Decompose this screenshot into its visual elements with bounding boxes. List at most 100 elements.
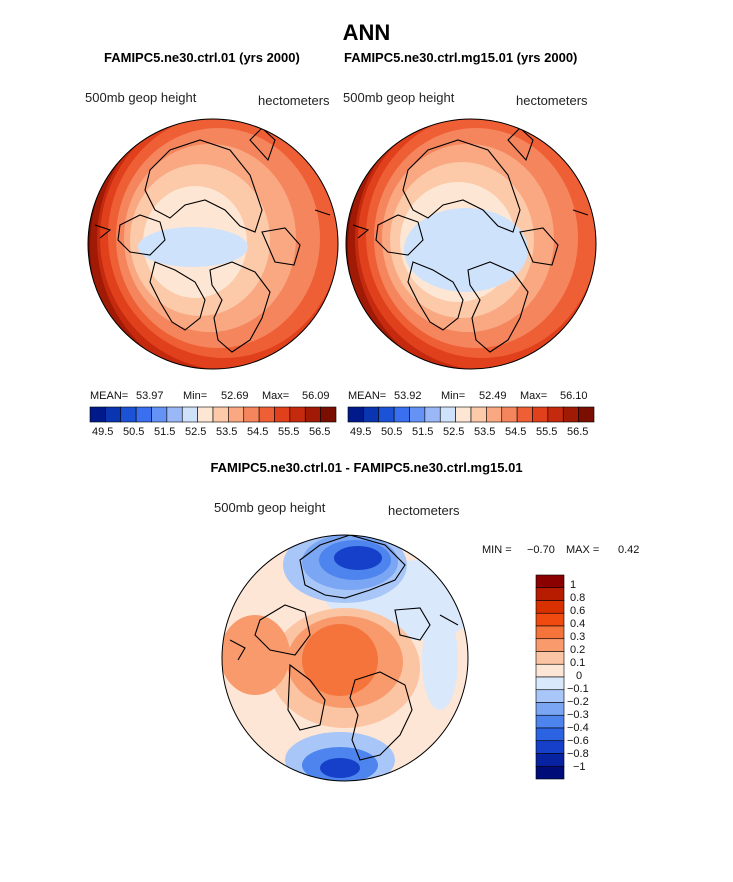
colorbar-swatch <box>120 406 137 423</box>
diff-fill-region <box>334 546 382 570</box>
colorbar-swatch <box>562 406 579 423</box>
diff-max-value: 0.42 <box>618 544 640 556</box>
panel1-min-value: 52.69 <box>221 390 249 402</box>
panel1-coastline <box>94 224 112 239</box>
panel2-coastline <box>467 261 529 353</box>
panel2-max-value: 56.10 <box>560 390 588 402</box>
colorbar-swatch <box>535 676 565 691</box>
colorbar-swatch <box>197 406 214 423</box>
colorbar-swatch <box>393 406 410 423</box>
colorbar-swatch <box>258 406 275 423</box>
panel2-tick-label: 50.5 <box>381 426 403 438</box>
diff-fill-region <box>320 758 360 778</box>
panel2-title: FAMIPC5.ne30.ctrl.mg15.01 (yrs 2000) <box>344 50 578 65</box>
colorbar-swatch <box>212 406 229 423</box>
diff-colorbar-label: 1 <box>570 579 577 591</box>
panel2-coastline <box>402 139 521 233</box>
panel1-variable-label: 500mb geop height <box>85 90 197 105</box>
colorbar-swatch <box>535 638 565 652</box>
colorbar-swatch <box>535 600 565 614</box>
colorbar-swatch <box>320 406 337 423</box>
diff-units-label: hectometers <box>388 503 460 518</box>
panel2-colorbar <box>347 406 595 423</box>
panel1-coastline <box>117 214 166 256</box>
diff-coastline <box>394 607 431 641</box>
colorbar-swatch <box>535 587 565 601</box>
diff-colorbar-label: 0.1 <box>570 657 586 669</box>
panel2-coastline <box>572 209 589 216</box>
panel1-max-label: Max= <box>262 390 290 402</box>
diff-coastline <box>287 663 326 731</box>
diff-min-label: MIN = <box>482 544 512 556</box>
diff-colorbar-label: −0.4 <box>567 722 589 734</box>
diff-colorbar-label: 0 <box>576 670 583 682</box>
panel2-tick-label: 56.5 <box>567 426 589 438</box>
diff-colorbar-label: 0.6 <box>570 605 586 617</box>
panel2-variable-label: 500mb geop height <box>343 90 455 105</box>
diff-colorbar-label: 0.3 <box>570 631 586 643</box>
panel1-tick-label: 52.5 <box>185 426 207 438</box>
diff-colorbar-label: −1 <box>573 761 586 773</box>
panel1-max-value: 56.09 <box>302 390 330 402</box>
panel2-min-value: 52.49 <box>479 390 507 402</box>
colorbar-swatch <box>516 406 533 423</box>
colorbar-swatch <box>535 663 565 678</box>
diff-colorbar-label: −0.8 <box>567 748 589 760</box>
panel2-mean-label: MEAN= <box>348 390 387 402</box>
colorbar-swatch <box>535 714 565 729</box>
diff-coastline <box>299 535 406 599</box>
colorbar-swatch <box>535 574 565 589</box>
diff-coastline <box>254 604 311 656</box>
colorbar-swatch <box>181 406 198 423</box>
panel2-coastline <box>352 224 370 239</box>
colorbar-swatch <box>547 406 564 423</box>
colorbar-swatch <box>455 406 472 423</box>
colorbar-swatch <box>535 765 565 780</box>
panel2-coastline <box>519 227 559 266</box>
panel2-max-label: Max= <box>520 390 548 402</box>
panel1-tick-label: 54.5 <box>247 426 269 438</box>
colorbar-swatch <box>532 406 549 423</box>
diff-max-label: MAX = <box>566 544 600 556</box>
diff-colorbar-label: 0.4 <box>570 618 586 630</box>
diff-colorbar-label: −0.6 <box>567 735 589 747</box>
panel1-mean-value: 53.97 <box>136 390 164 402</box>
colorbar-swatch <box>535 625 565 640</box>
diff-colorbar-label: −0.2 <box>567 696 589 708</box>
panel2-tick-label: 54.5 <box>505 426 527 438</box>
diff-colorbar-label: 0.8 <box>570 592 586 604</box>
diff-fill-region <box>222 615 290 695</box>
panel1-units-label: hectometers <box>258 93 330 108</box>
panel2-fill-band <box>404 208 528 292</box>
colorbar-swatch <box>304 406 321 423</box>
panel1-coastline <box>314 209 331 216</box>
panel1-coastline <box>209 261 271 353</box>
panel1-coastline <box>249 127 276 162</box>
panel1-fill-band <box>138 227 248 267</box>
colorbar-swatch <box>578 406 595 423</box>
panel2-tick-label: 53.5 <box>474 426 496 438</box>
colorbar-swatch <box>289 406 306 423</box>
colorbar-swatch <box>535 702 565 716</box>
panel1-tick-label: 53.5 <box>216 426 238 438</box>
panel1-coastline <box>144 139 263 233</box>
colorbar-swatch <box>501 406 518 423</box>
panel2-tick-label: 51.5 <box>412 426 434 438</box>
diff-colorbar <box>535 574 565 780</box>
colorbar-swatch <box>89 406 106 423</box>
colorbar-swatch <box>535 740 565 754</box>
panel1-coastline <box>261 227 301 266</box>
colorbar-swatch <box>535 753 565 767</box>
diff-coastline <box>349 671 413 761</box>
panel2-min-label: Min= <box>441 390 466 402</box>
panel2-mean-value: 53.92 <box>394 390 422 402</box>
colorbar-swatch <box>535 612 565 627</box>
colorbar-swatch <box>274 406 291 423</box>
panel1-min-label: Min= <box>183 390 208 402</box>
panel2-map-border <box>345 118 597 370</box>
colorbar-swatch <box>470 406 487 423</box>
diff-colorbar-label: 0.2 <box>570 644 586 656</box>
colorbar-swatch <box>243 406 260 423</box>
panel2-coastline <box>407 261 464 331</box>
colorbar-swatch <box>439 406 456 423</box>
